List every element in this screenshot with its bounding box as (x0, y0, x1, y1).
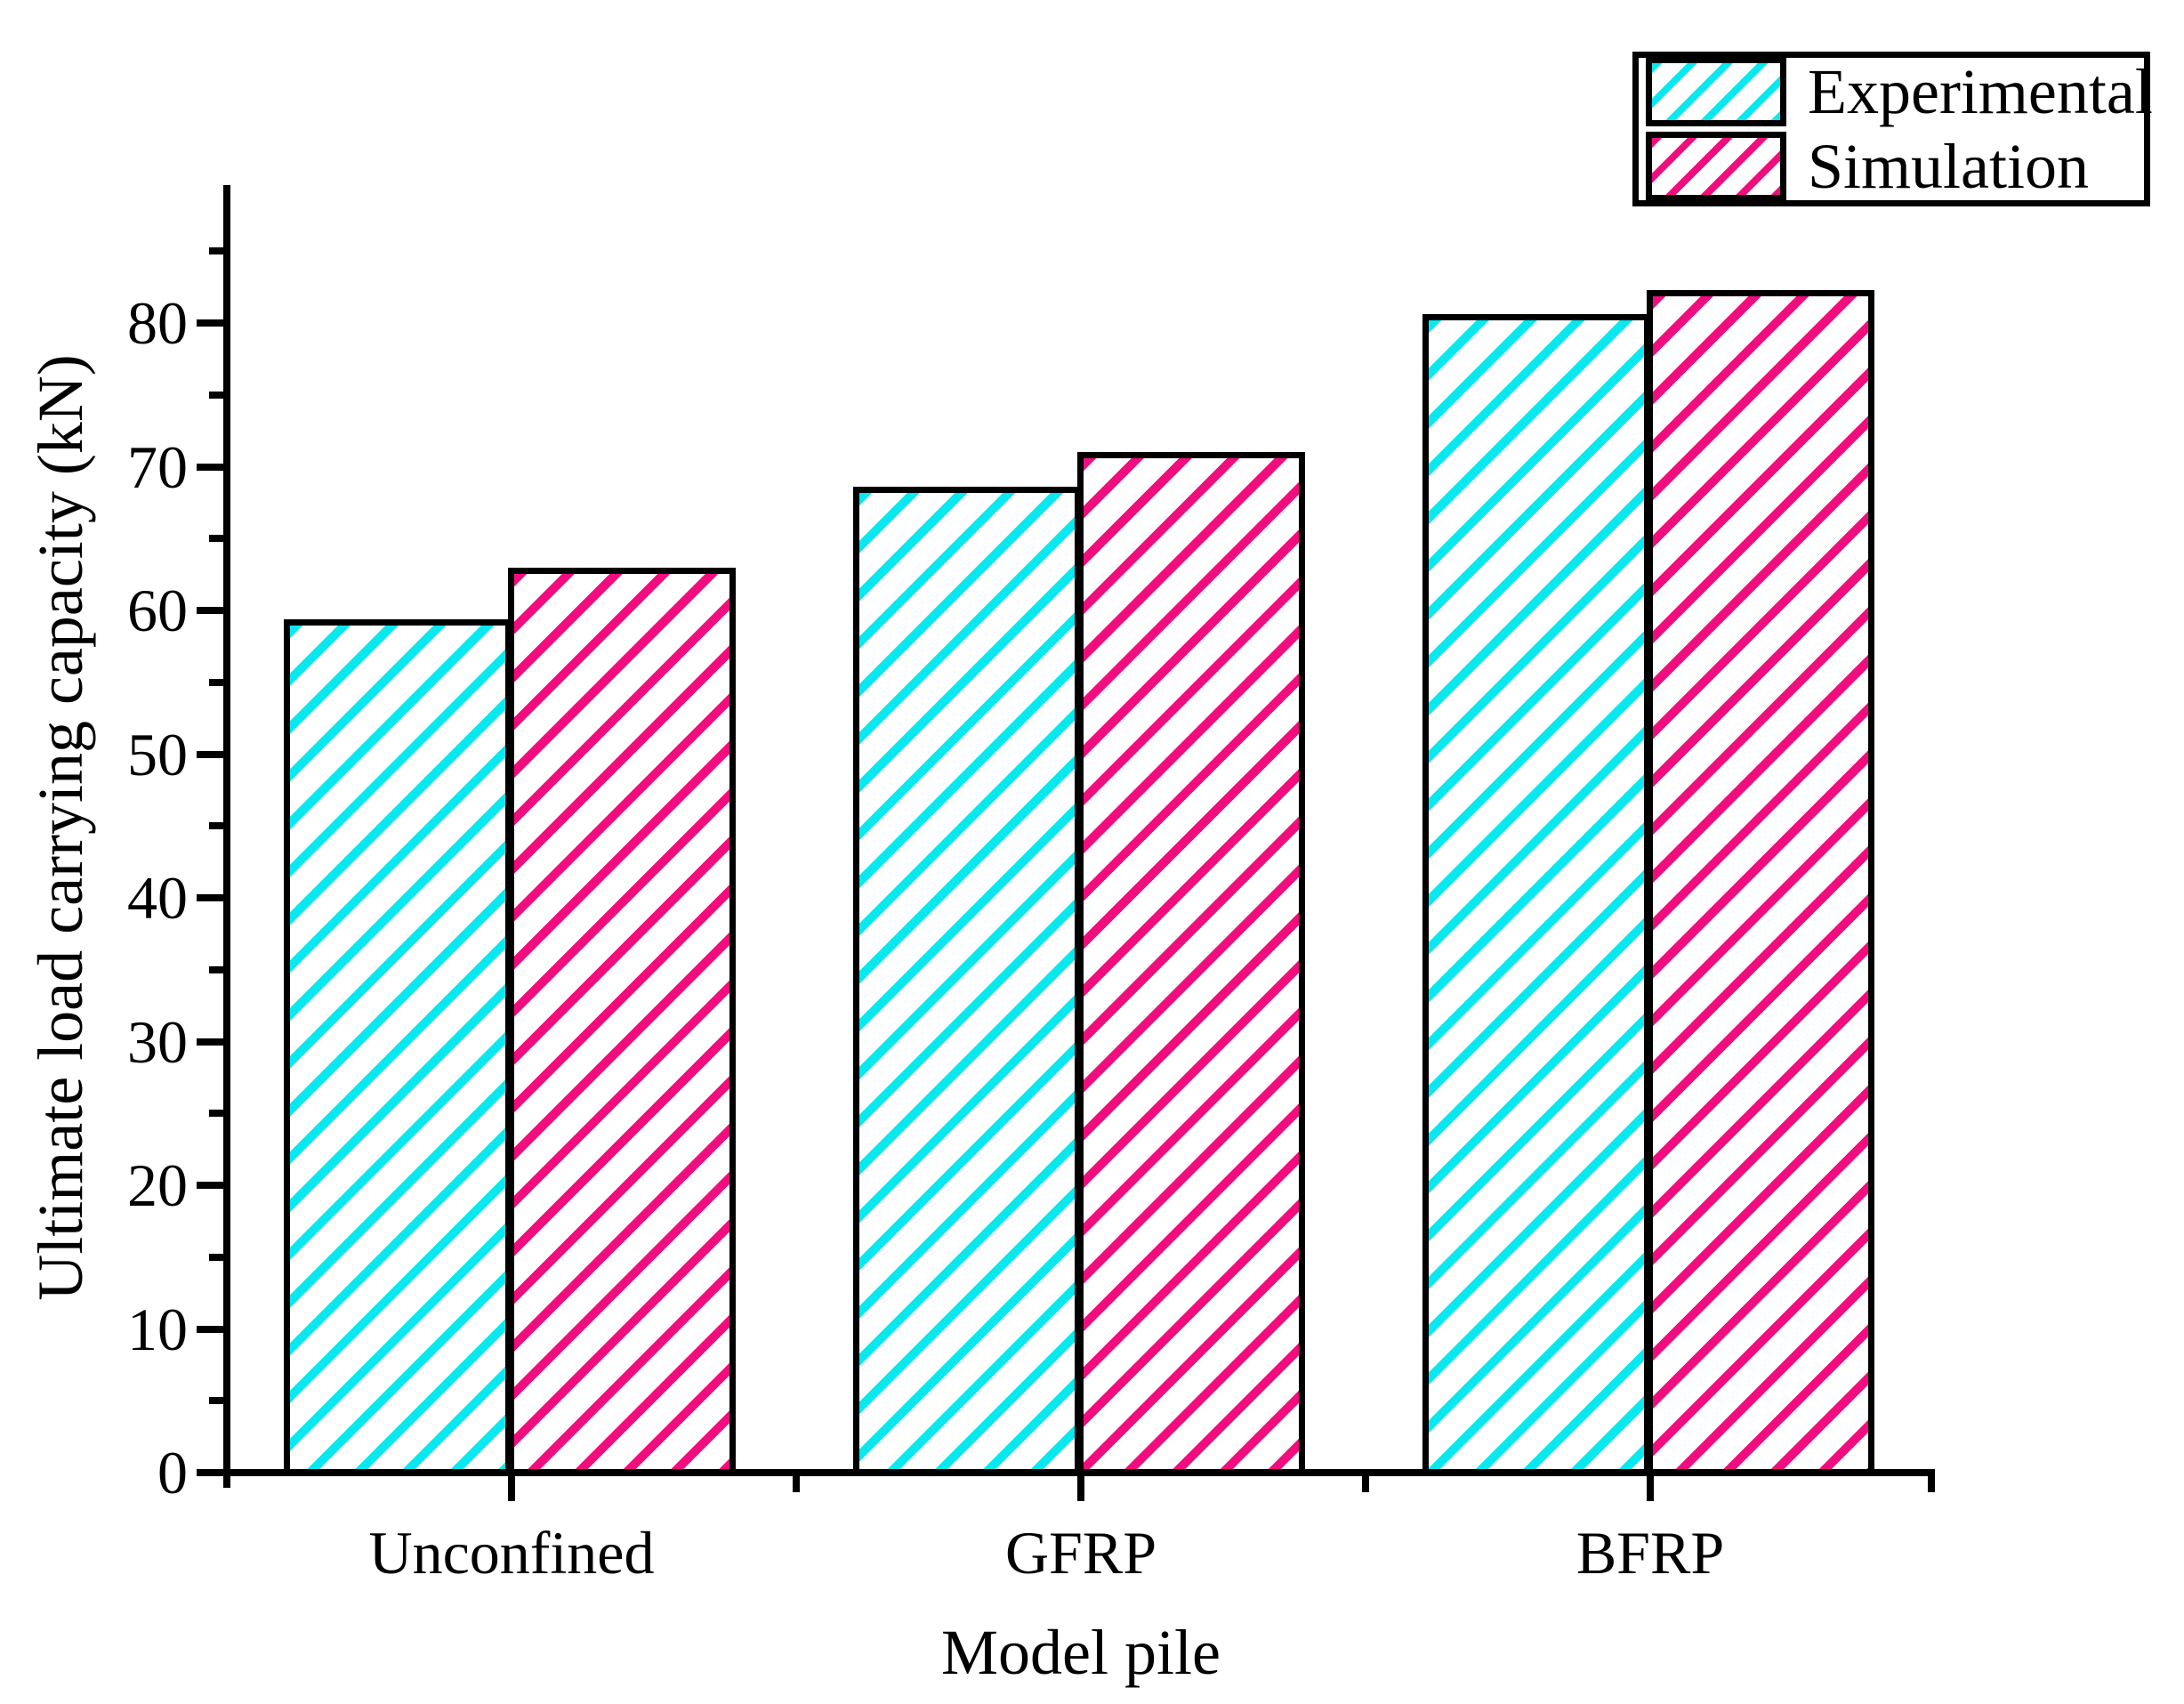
category-label: GFRP (1004, 1519, 1157, 1587)
x-axis-line (223, 1469, 1935, 1476)
x-axis-title: Model pile (941, 1617, 1221, 1688)
legend: Experimental Simulation (1632, 52, 2153, 206)
y-minor-tick (209, 1397, 223, 1405)
x-minor-tick (793, 1476, 800, 1492)
x-minor-tick (1362, 1476, 1369, 1492)
y-major-tick (197, 894, 223, 902)
y-minor-tick (209, 247, 223, 255)
y-tick-label: 60 (127, 577, 188, 645)
y-tick-label: 50 (127, 720, 188, 788)
y-axis-line (223, 185, 230, 1488)
bar-simulation-bfrp (1647, 289, 1874, 1476)
y-minor-tick (209, 1110, 223, 1118)
x-major-tick (1647, 1476, 1654, 1501)
bar-simulation-gfrp (1077, 452, 1305, 1476)
x-major-tick (1077, 1476, 1084, 1501)
legend-label: Experimental (1808, 56, 2153, 127)
y-minor-tick (209, 1253, 223, 1261)
y-major-tick (197, 1038, 223, 1046)
y-major-tick (197, 463, 223, 471)
y-major-tick (197, 1182, 223, 1189)
y-minor-tick (209, 965, 223, 973)
y-major-tick (197, 750, 223, 758)
legend-row: Simulation (1646, 132, 2144, 201)
category-label: Unconfined (368, 1519, 655, 1587)
bar-experimental-bfrp (1422, 314, 1650, 1476)
legend-swatch-simulation-hatch (1646, 132, 1786, 201)
y-tick-label: 70 (127, 432, 188, 501)
y-major-tick (197, 1469, 223, 1476)
bar-experimental-unconfined (284, 618, 512, 1476)
y-tick-label: 40 (127, 864, 188, 933)
y-minor-tick (209, 822, 223, 830)
x-minor-tick (1928, 1476, 1935, 1492)
y-minor-tick (209, 391, 223, 399)
y-tick-label: 20 (127, 1151, 188, 1219)
y-minor-tick (209, 535, 223, 543)
y-tick-label: 80 (127, 289, 188, 358)
category-label: BFRP (1576, 1519, 1725, 1587)
y-major-tick (197, 319, 223, 327)
y-tick-label: 10 (127, 1295, 188, 1363)
y-major-tick (197, 607, 223, 615)
legend-row: Experimental (1646, 57, 2153, 126)
y-tick-label: 0 (157, 1439, 188, 1506)
bar-experimental-gfrp (853, 487, 1081, 1476)
bar-simulation-unconfined (508, 567, 736, 1476)
y-major-tick (197, 1325, 223, 1333)
x-major-tick (508, 1476, 515, 1501)
legend-label: Simulation (1808, 131, 2090, 202)
y-minor-tick (209, 678, 223, 686)
legend-swatch-experimental-hatch (1646, 57, 1786, 126)
y-tick-label: 30 (127, 1007, 188, 1076)
